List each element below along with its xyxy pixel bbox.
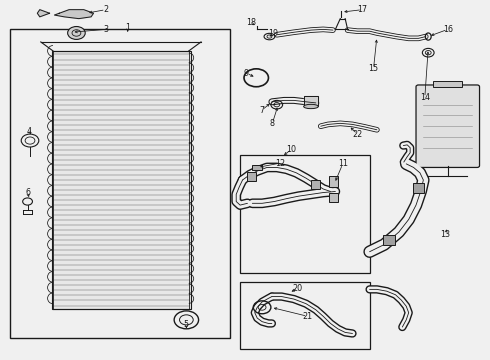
Text: 6: 6 [25, 188, 30, 197]
Bar [52, 51, 191, 309]
Text: 16: 16 [443, 25, 453, 34]
Text: 7: 7 [260, 105, 265, 114]
Text: 21: 21 [302, 312, 313, 321]
Text: 9: 9 [244, 69, 249, 78]
Text: 19: 19 [269, 29, 278, 38]
Text: 15: 15 [368, 64, 379, 73]
Polygon shape [304, 96, 318, 107]
Bar [10, 30, 230, 338]
Text: 2: 2 [103, 5, 108, 14]
Text: 1: 1 [125, 23, 130, 32]
Circle shape [68, 27, 85, 40]
Text: 12: 12 [275, 159, 285, 168]
Text: 14: 14 [420, 93, 430, 102]
Bar [252, 165, 262, 170]
Text: 5: 5 [184, 320, 189, 329]
Bar [433, 81, 463, 87]
Bar [329, 176, 338, 187]
Text: 3: 3 [103, 25, 108, 34]
Polygon shape [37, 10, 49, 17]
Bar [240, 282, 369, 348]
Bar [311, 180, 320, 189]
Text: 10: 10 [287, 145, 296, 154]
Text: 20: 20 [293, 284, 303, 293]
Text: 8: 8 [270, 119, 275, 128]
Text: 17: 17 [357, 5, 368, 14]
Ellipse shape [304, 104, 318, 109]
Text: 11: 11 [338, 159, 348, 168]
FancyBboxPatch shape [416, 85, 480, 167]
Text: 18: 18 [246, 18, 256, 27]
Bar [383, 234, 395, 244]
Bar [413, 183, 424, 193]
Bar [329, 193, 338, 202]
Bar [247, 172, 256, 181]
Text: 4: 4 [26, 127, 31, 136]
Polygon shape [54, 10, 94, 19]
Text: 22: 22 [352, 130, 363, 139]
Text: 13: 13 [441, 230, 450, 239]
Bar [240, 155, 369, 273]
